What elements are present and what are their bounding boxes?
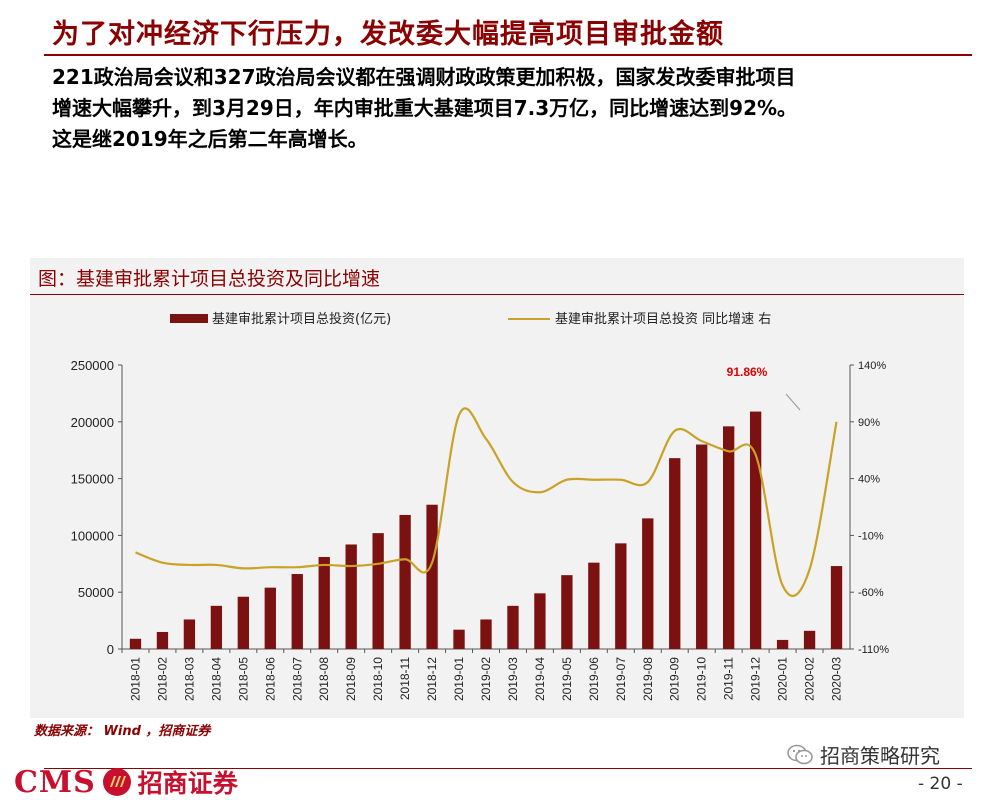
x-tick-label: 2018-03 [182, 657, 196, 701]
wechat-label: 招商策略研究 [820, 744, 940, 768]
bar [318, 556, 330, 649]
bar [669, 458, 681, 649]
x-tick-label: 2020-01 [776, 657, 790, 701]
wechat-account: 招商策略研究 [786, 740, 940, 769]
x-tick-label: 2019-01 [452, 657, 466, 701]
x-tick-label: 2018-12 [425, 657, 439, 701]
right-tick-label: 140% [858, 360, 886, 372]
left-tick-label: 150000 [71, 472, 114, 487]
bar [372, 533, 384, 649]
x-tick-label: 2018-06 [263, 657, 277, 701]
x-tick-label: 2019-05 [560, 657, 574, 701]
x-tick-label: 2018-02 [155, 657, 169, 701]
growth-line [135, 407, 838, 598]
x-tick-label: 2020-03 [830, 657, 844, 701]
bar [453, 629, 465, 649]
bar [830, 566, 843, 649]
x-tick-label: 2018-09 [344, 657, 358, 701]
bar [507, 605, 519, 649]
bar [210, 605, 223, 649]
left-tick-label: 100000 [71, 528, 114, 543]
bar [696, 444, 708, 649]
bar [749, 411, 762, 649]
body-line-3: 这是继2019年之后第二年高增长。 [52, 127, 368, 151]
legend-line-label: 基建审批累计项目总投资 同比增速 右 [555, 311, 771, 327]
x-tick-label: 2019-04 [533, 657, 547, 701]
page-number: - 20 - [918, 774, 963, 794]
footer-divider [44, 768, 972, 769]
x-tick-label: 2019-06 [587, 657, 601, 701]
x-tick-label: 2019-07 [614, 657, 628, 701]
x-tick-label: 2018-04 [209, 657, 223, 701]
bar [183, 619, 196, 649]
right-tick-label: 90% [858, 417, 880, 429]
body-line-1: 221政治局会议和327政治局会议都在强调财政政策更加积极，国家发改委审批项目 [52, 65, 796, 89]
x-tick-label: 2018-11 [398, 657, 412, 700]
x-tick-label: 2020-02 [803, 657, 817, 701]
chart-title: 图：基建审批累计项目总投资及同比增速 [38, 268, 381, 290]
left-tick-label: 250000 [71, 358, 114, 373]
bar [561, 575, 573, 649]
x-tick-label: 2019-03 [506, 657, 520, 701]
annotation-label: 91.86% [727, 365, 768, 379]
bar [291, 574, 303, 649]
logo-chinese-name: 招商证券 [137, 769, 238, 798]
x-tick-label: 2019-11 [722, 657, 736, 700]
x-tick-label: 2019-09 [668, 657, 682, 701]
x-tick-label: 2019-08 [641, 657, 655, 701]
x-tick-label: 2018-01 [128, 657, 142, 701]
left-tick-label: 0 [107, 642, 114, 657]
bar [480, 619, 492, 649]
x-tick-label: 2018-10 [371, 657, 385, 701]
logo-text: CMS [14, 764, 96, 800]
right-tick-label: -10% [858, 530, 884, 542]
right-tick-label: 40% [858, 474, 880, 486]
company-logo: CMS 招商证券 [14, 764, 238, 800]
body-text: 221政治局会议和327政治局会议都在强调财政政策更加积极，国家发改委审批项目 … [52, 62, 957, 155]
bar [129, 638, 142, 649]
bar [776, 639, 789, 649]
legend-bar-swatch [170, 314, 208, 323]
chart-panel: 图：基建审批累计项目总投资及同比增速 0 50000 100000 150000 200… [30, 258, 964, 718]
x-tick-label: 2019-12 [749, 657, 763, 701]
x-tick-label: 2019-10 [695, 657, 709, 701]
bar [264, 587, 276, 649]
wechat-icon [787, 744, 813, 764]
x-tick-label: 2019-02 [479, 657, 493, 701]
x-tick-label: 2018-05 [236, 657, 250, 701]
left-tick-label: 200000 [71, 415, 114, 430]
logo-mark-icon [102, 768, 131, 796]
x-tick-label: 2018-07 [290, 657, 304, 701]
right-tick-label: -60% [858, 587, 884, 599]
chart-svg: 0 50000 100000 150000 200000 250000 -110% -60% -… [71, 311, 890, 701]
annotation-leader [785, 393, 801, 411]
bar [803, 630, 816, 649]
bar [642, 518, 654, 649]
bar [399, 514, 411, 649]
slide-title: 为了对冲经济下行压力，发改委大幅提高项目审批金额 [52, 19, 724, 50]
left-tick-label: 50000 [78, 585, 114, 600]
right-tick-label: -110% [858, 644, 889, 656]
legend-bar-label: 基建审批累计项目总投资(亿元) [212, 311, 391, 327]
bar [345, 544, 357, 649]
chart-title-divider [30, 294, 964, 295]
bar [588, 562, 600, 649]
bar [237, 596, 249, 649]
bar [534, 593, 546, 649]
data-source: 数据来源： Wind ，招商证券 [34, 724, 211, 739]
x-tick-label: 2018-08 [317, 657, 331, 701]
body-line-2: 增速大幅攀升，到3月29日，年内审批重大基建项目7.3万亿，同比增速达到92%。 [52, 96, 798, 120]
bar [615, 543, 627, 649]
bar [723, 426, 735, 649]
bar [156, 631, 169, 649]
bar [426, 504, 438, 649]
title-divider [44, 54, 972, 56]
